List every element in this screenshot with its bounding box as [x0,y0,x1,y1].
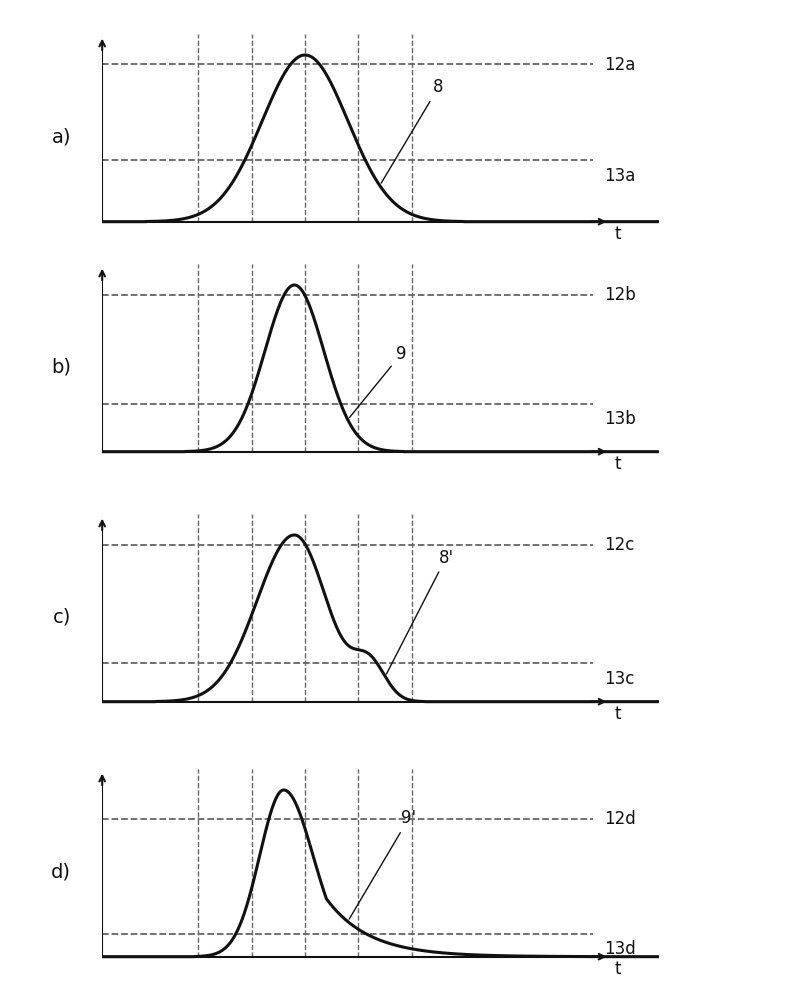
Text: 9': 9' [349,809,417,919]
Text: t: t [615,225,621,243]
Text: t: t [615,705,621,723]
Text: 12a: 12a [604,55,635,74]
Text: b): b) [51,358,71,377]
Text: 13a: 13a [604,167,635,185]
Text: 8': 8' [387,549,454,674]
Text: 13c: 13c [604,670,634,688]
Text: 13d: 13d [604,940,636,958]
Text: 13b: 13b [604,410,636,428]
Text: 12c: 12c [604,536,634,554]
Text: 8: 8 [381,78,443,183]
Text: c): c) [53,608,71,627]
Text: t: t [615,960,621,978]
Text: 9: 9 [350,345,406,418]
Text: 12d: 12d [604,810,636,828]
Text: d): d) [51,863,71,882]
Text: 12b: 12b [604,286,636,304]
Text: t: t [615,455,621,473]
Text: a): a) [52,128,71,147]
